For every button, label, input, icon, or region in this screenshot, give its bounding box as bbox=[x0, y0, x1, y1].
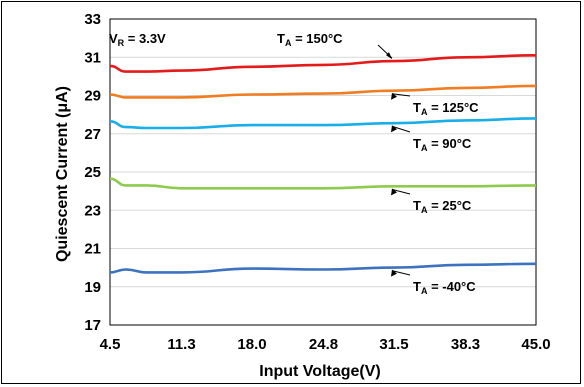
series-label-main: T bbox=[413, 198, 421, 213]
y-tick-label: 19 bbox=[84, 279, 101, 296]
series-label-4: TA = -40°C bbox=[413, 279, 476, 296]
x-tick-label: 24.8 bbox=[309, 336, 338, 353]
series-label-0: TA = 150°C bbox=[277, 31, 343, 48]
x-tick-label: 45.0 bbox=[521, 336, 550, 353]
x-tick-label: 4.5 bbox=[100, 336, 121, 353]
annotation-arrowhead bbox=[391, 125, 397, 133]
x-axis-label: Input Voltage(V) bbox=[259, 363, 380, 380]
annotation-arrowhead bbox=[391, 92, 397, 100]
series-label-rest: = -40°C bbox=[427, 279, 476, 294]
condition-rest: = 3.3V bbox=[124, 31, 166, 46]
series-label-rest: = 125°C bbox=[427, 100, 479, 115]
series-label-main: T bbox=[413, 279, 421, 294]
y-tick-label: 23 bbox=[84, 202, 101, 219]
annotation-arrowhead bbox=[386, 52, 392, 60]
y-tick-label: 21 bbox=[84, 241, 101, 258]
series-label-rest: = 25°C bbox=[427, 198, 471, 213]
series-layer bbox=[109, 54, 537, 274]
annotation-arrowhead bbox=[391, 188, 397, 196]
plot-area bbox=[109, 18, 537, 326]
series-label-sub: A bbox=[421, 286, 428, 296]
series-label-rest: = 150°C bbox=[291, 31, 343, 46]
series-label-main: T bbox=[277, 31, 285, 46]
condition-label: VR = 3.3V bbox=[109, 31, 166, 48]
annotation-leader bbox=[391, 188, 411, 195]
y-tick-label: 31 bbox=[84, 49, 101, 66]
series-annotations: TA = 150°CTA = 125°CTA = 90°CTA = 25°CTA… bbox=[277, 31, 479, 296]
y-tick-label: 33 bbox=[84, 11, 101, 28]
y-axis-ticks: 17 19 21 23 25 27 29 31 33 bbox=[84, 11, 101, 334]
y-tick-label: 25 bbox=[84, 164, 101, 181]
series-label-2: TA = 90°C bbox=[413, 136, 472, 153]
annotation-leader bbox=[391, 270, 411, 276]
series-line-0 bbox=[109, 54, 537, 73]
annotation-leader bbox=[391, 93, 411, 97]
x-tick-label: 31.5 bbox=[379, 336, 408, 353]
series-label-main: T bbox=[413, 100, 421, 115]
series-label-main: T bbox=[413, 136, 421, 151]
series-label-sub: A bbox=[421, 143, 428, 153]
series-line-1 bbox=[109, 84, 537, 99]
x-tick-label: 38.3 bbox=[451, 336, 480, 353]
condition-main: V bbox=[109, 31, 118, 46]
series-label-sub: A bbox=[285, 38, 292, 48]
series-line-2 bbox=[109, 117, 537, 130]
series-label-sub: A bbox=[421, 205, 428, 215]
x-axis-ticks: 4.5 11.3 18.0 24.8 31.5 38.3 45.0 bbox=[100, 336, 551, 353]
annotation-leader bbox=[391, 125, 411, 133]
series-label-sub: A bbox=[421, 107, 428, 117]
y-axis-label: Quiescent Current (μA) bbox=[54, 86, 71, 262]
x-tick-label: 18.0 bbox=[237, 336, 266, 353]
series-label-1: TA = 125°C bbox=[413, 100, 479, 117]
series-label-3: TA = 25°C bbox=[413, 198, 472, 215]
x-tick-label: 11.3 bbox=[167, 336, 195, 353]
series-line-3 bbox=[109, 177, 537, 190]
series-line-4 bbox=[109, 262, 537, 274]
annotation-arrowhead bbox=[391, 269, 397, 277]
series-label-rest: = 90°C bbox=[427, 136, 471, 151]
condition-sub: R bbox=[118, 38, 125, 48]
y-tick-label: 29 bbox=[84, 88, 101, 105]
y-tick-label: 17 bbox=[84, 317, 101, 334]
y-tick-label: 27 bbox=[84, 126, 101, 143]
